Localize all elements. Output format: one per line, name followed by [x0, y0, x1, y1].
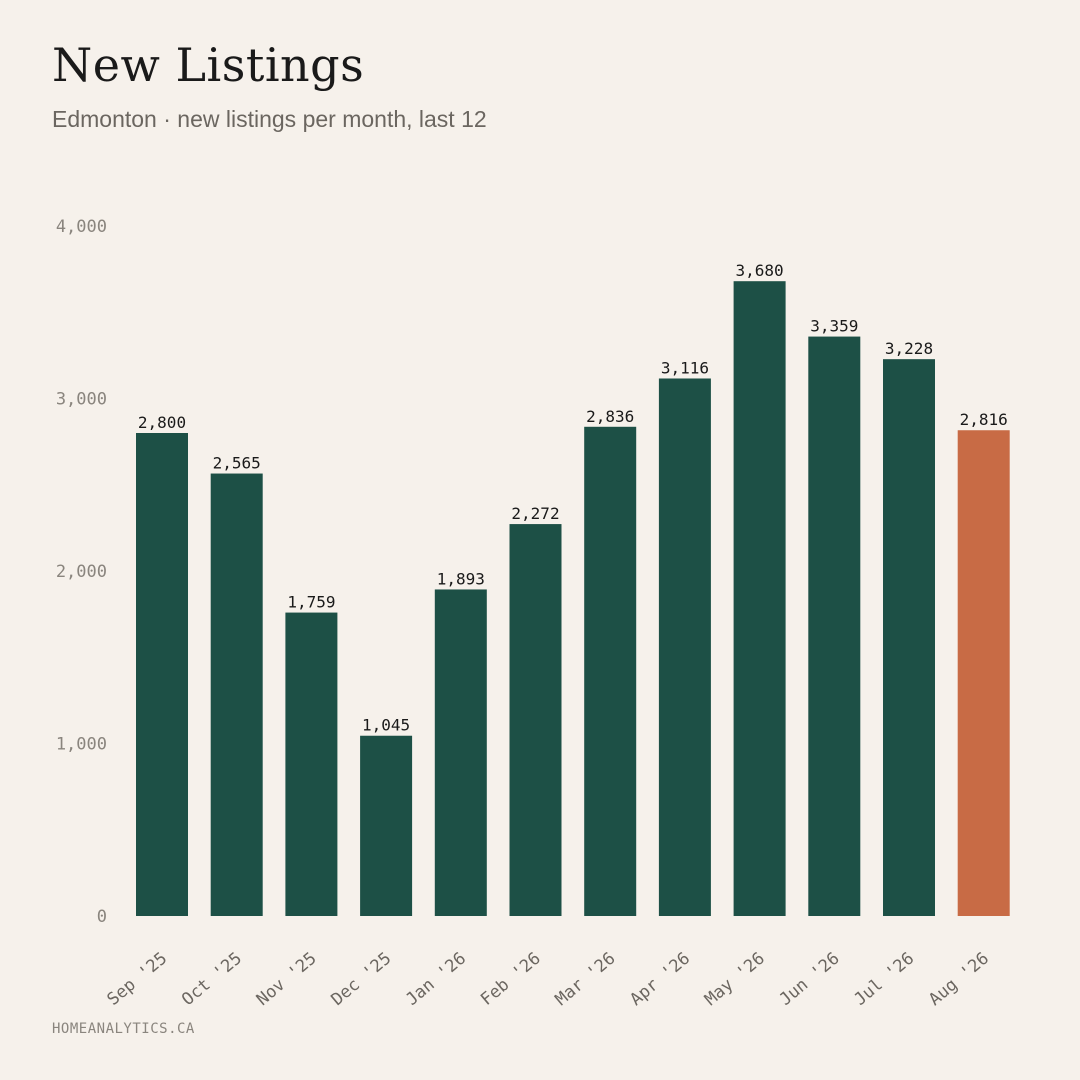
bar-value-label: 2,800 [138, 413, 186, 432]
bar-value-label: 1,045 [362, 716, 410, 735]
bar [808, 336, 861, 916]
chart-title: New Listings [52, 38, 365, 92]
bar-value-label: 2,272 [511, 504, 559, 523]
x-tick-label: Sep '25 [103, 949, 171, 1010]
bar-value-label: 2,836 [586, 407, 634, 426]
bar-value-label: 1,893 [437, 569, 485, 588]
bar-value-label: 2,565 [213, 454, 261, 473]
bar [733, 281, 786, 916]
x-tick-label: Nov '25 [253, 949, 321, 1010]
y-tick-label: 4,000 [56, 217, 107, 237]
bar [285, 612, 338, 916]
x-tick-label: Jul '26 [850, 949, 918, 1010]
x-tick-label: Jan '26 [402, 949, 470, 1010]
y-tick-label: 0 [97, 907, 107, 927]
bar-highlighted [957, 430, 1010, 916]
bar [136, 433, 188, 916]
x-tick-label: Apr '26 [626, 949, 694, 1010]
bar-value-label: 2,816 [960, 410, 1008, 429]
bar [509, 524, 562, 916]
bar [883, 359, 935, 916]
bar-value-label: 3,116 [661, 358, 709, 377]
y-tick-label: 2,000 [56, 562, 107, 582]
chart-subtitle: Edmonton · new listings per month, last … [52, 106, 487, 132]
bar-value-label: 1,759 [287, 593, 335, 612]
y-tick-label: 1,000 [56, 735, 107, 755]
x-tick-label: Feb '26 [477, 949, 545, 1010]
bar-value-label: 3,228 [885, 339, 933, 358]
x-tick-label: Jun '26 [776, 949, 844, 1010]
x-tick-label: Oct '25 [178, 949, 246, 1010]
x-tick-label: Aug '26 [925, 949, 993, 1010]
bar [210, 473, 263, 916]
bar [360, 735, 413, 916]
bar [434, 589, 487, 916]
x-tick-label: May '26 [701, 949, 769, 1010]
bar [584, 426, 637, 916]
y-tick-label: 3,000 [56, 390, 107, 410]
bar-value-label: 3,680 [736, 261, 784, 280]
x-tick-label: Dec '25 [328, 949, 396, 1010]
bar [658, 378, 711, 916]
x-tick-label: Mar '26 [552, 949, 620, 1010]
bar-value-label: 3,359 [810, 317, 858, 336]
source-footer: HOMEANALYTICS.CA [52, 1021, 195, 1037]
